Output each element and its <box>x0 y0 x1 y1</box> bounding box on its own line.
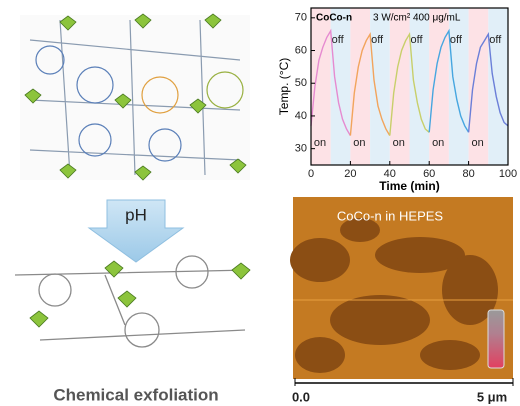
band-label: off <box>450 34 463 46</box>
porphyrin <box>141 76 179 114</box>
shaded-band <box>448 8 469 165</box>
chart-title: CoCo-n <box>316 13 352 24</box>
porphyrin <box>76 66 114 104</box>
porphyrin <box>148 128 182 162</box>
scale-end: 5 μm <box>477 389 507 404</box>
band-label: off <box>489 34 502 46</box>
shaded-band <box>370 8 390 165</box>
y-tick-label: 40 <box>295 110 307 122</box>
shaded-band <box>488 8 508 165</box>
arrow <box>87 199 185 263</box>
band-label: off <box>410 34 423 46</box>
series-line <box>349 31 391 136</box>
chart: on off on off on off on off on off 30 40 50 60 70 0 20 40… <box>277 7 517 193</box>
shaded-band <box>468 8 489 165</box>
porphyrin <box>206 71 244 109</box>
band-label: on <box>353 137 365 149</box>
x-tick-label: 80 <box>462 168 474 180</box>
porphyrin <box>78 123 112 157</box>
shaded-band <box>389 8 410 165</box>
structure-lines <box>29 19 241 176</box>
band-label: on <box>314 137 326 149</box>
shaded-band <box>330 8 351 165</box>
afm-domains <box>290 218 498 373</box>
chart-annotation: 3 W/cm² 400 μg/mL <box>373 13 461 24</box>
shaded-band <box>350 8 371 165</box>
y-tick-label: 50 <box>295 77 307 89</box>
ph-label: pH <box>125 205 147 224</box>
caption: Chemical exfoliation <box>53 385 218 404</box>
series-line <box>310 28 352 136</box>
x-tick-label: 20 <box>344 168 356 180</box>
co-polyhedra <box>29 260 251 328</box>
series-line <box>389 31 430 136</box>
x-tick-label: 40 <box>384 168 396 180</box>
vial <box>487 309 505 369</box>
y-axis-label: Temp. (°C) <box>277 58 291 115</box>
y-tick-label: 30 <box>295 143 307 155</box>
band-label: off <box>371 34 384 46</box>
linkers <box>14 269 251 341</box>
plot-frame <box>310 7 509 166</box>
shaded-band <box>409 8 430 165</box>
crystal-structure <box>20 13 250 181</box>
x-tick-label: 0 <box>308 168 314 180</box>
afm-image: CoCo-n in HEPES <box>290 197 513 379</box>
band-label: on <box>393 137 405 149</box>
series-line <box>467 32 509 133</box>
x-axis-label: Time (min) <box>379 179 439 193</box>
porphyrin <box>38 273 72 307</box>
band-label: off <box>332 34 345 46</box>
x-tick-label: 100 <box>499 168 517 180</box>
band-label: on <box>471 137 483 149</box>
porphyrin <box>35 45 65 75</box>
y-tick-label: 70 <box>295 12 307 24</box>
series-line <box>428 28 470 133</box>
x-tick-label: 60 <box>423 168 435 180</box>
shaded-band <box>429 8 449 165</box>
co-polyhedra <box>24 13 247 181</box>
band-label: on <box>432 137 444 149</box>
shaded-band <box>311 8 331 165</box>
afm-label: CoCo-n in HEPES <box>337 208 444 223</box>
porphyrin <box>124 312 160 348</box>
scale-start: 0.0 <box>292 389 310 404</box>
y-tick-label: 60 <box>295 44 307 56</box>
exfoliated-structure <box>14 255 251 348</box>
